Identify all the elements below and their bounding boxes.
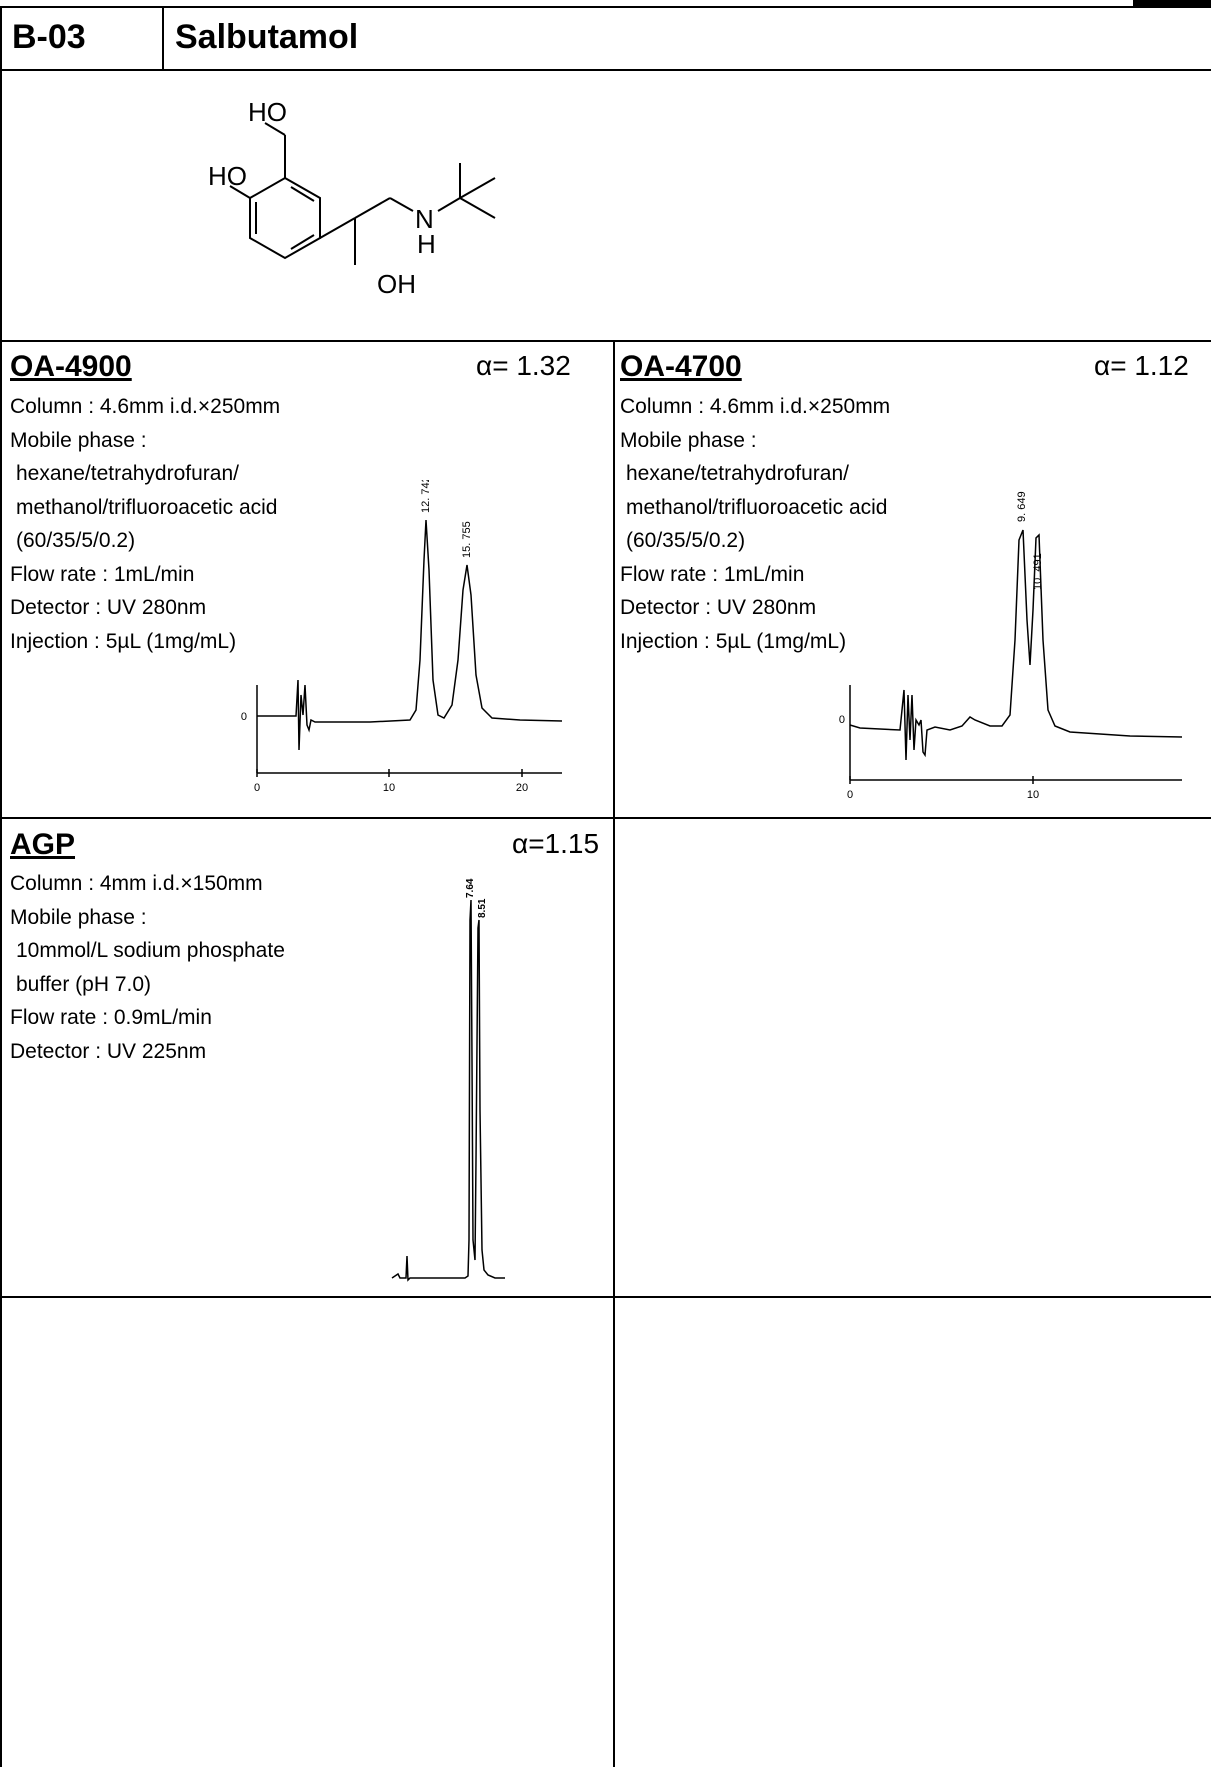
- condition-line: methanol/trifluoroacetic acid: [626, 495, 888, 519]
- condition-line: Mobile phase :: [620, 428, 757, 452]
- structure-bonds: [229, 122, 496, 265]
- x-tick-label: 10: [383, 782, 395, 794]
- condition-line: Column : 4mm i.d.×150mm: [10, 872, 263, 895]
- panel-oa4900-alpha: α= 1.32: [476, 350, 571, 381]
- condition-line: hexane/tetrahydrofuran/: [16, 462, 239, 485]
- condition-line: (60/35/5/0.2): [626, 529, 746, 552]
- label-oh: OH: [377, 269, 416, 299]
- peak-label: 12. 742: [420, 480, 432, 513]
- label-ho-top: HO: [248, 97, 287, 127]
- condition-line: Flow rate : 0.9mL/min: [10, 1006, 212, 1029]
- chromatogram-agp: 7.64 8.51: [391, 878, 505, 1282]
- condition-line: buffer (pH 7.0): [16, 972, 152, 996]
- condition-line: 10mmol/L sodium phosphate: [16, 939, 285, 962]
- condition-line: (60/35/5/0.2): [16, 529, 136, 552]
- rule-left: [0, 6, 2, 1767]
- x-tick-label: 20: [516, 782, 528, 794]
- rule-row2-bottom: [0, 1296, 1211, 1298]
- panel-oa4700-alpha: α= 1.12: [1094, 350, 1189, 381]
- condition-line: Injection : 5µL (1mg/mL): [10, 629, 237, 653]
- rule-column-divider: [613, 340, 615, 1767]
- label-n: N: [415, 204, 434, 234]
- rule-top: [0, 6, 1211, 8]
- chromatogram-oa4900: 0 0 10 20 12. 742 15. 755: [241, 480, 563, 794]
- label-nh: H: [417, 229, 436, 259]
- peak-label: 10. 491: [1032, 553, 1044, 590]
- corner-tab: [1133, 0, 1211, 6]
- condition-line: Detector : UV 280nm: [620, 596, 817, 619]
- peak-label: 9. 649: [1016, 491, 1028, 522]
- rule-header-divider: [162, 6, 164, 70]
- zero-label: 0: [241, 711, 247, 723]
- rule-header-bottom: [0, 69, 1211, 71]
- x-tick-label: 0: [847, 789, 853, 801]
- compound-name: Salbutamol: [175, 18, 359, 56]
- condition-line: Detector : UV 280nm: [10, 596, 207, 619]
- condition-line: Column : 4.6mm i.d.×250mm: [10, 395, 281, 418]
- panel-agp-alpha: α=1.15: [512, 828, 600, 859]
- label-ho-ring: HO: [208, 161, 247, 191]
- condition-line: methanol/trifluoroacetic acid: [16, 495, 278, 519]
- condition-line: Mobile phase :: [10, 428, 147, 452]
- zero-label: 0: [839, 714, 845, 726]
- panel-oa4900-column: OA-4900: [10, 350, 132, 383]
- panel-agp-column: AGP: [10, 828, 76, 861]
- rule-row1-bottom: [0, 817, 1211, 819]
- panel-agp-conditions: Column : 4mm i.d.×150mm Mobile phase : 1…: [10, 867, 285, 1068]
- panel-oa4900-conditions: Column : 4.6mm i.d.×250mm Mobile phase :…: [10, 390, 280, 658]
- trace: [257, 519, 563, 751]
- condition-line: Column : 4.6mm i.d.×250mm: [620, 395, 891, 418]
- x-tick-label: 0: [254, 782, 260, 794]
- condition-line: Flow rate : 1mL/min: [620, 562, 805, 586]
- condition-line: Flow rate : 1mL/min: [10, 562, 195, 586]
- condition-line: Detector : UV 225nm: [10, 1039, 207, 1063]
- compound-code: B-03: [12, 18, 86, 56]
- peak-label: 15. 755: [461, 521, 473, 558]
- x-tick-label: 10: [1027, 789, 1039, 801]
- condition-line: Injection : 5µL (1mg/mL): [620, 629, 847, 653]
- trace: [849, 529, 1183, 761]
- condition-line: Mobile phase :: [10, 905, 147, 929]
- chromatogram-oa4700: 0 0 10 9. 649 10. 491: [839, 491, 1183, 801]
- peak-label: 8.51: [477, 898, 488, 918]
- peak-label: 7.64: [465, 878, 476, 898]
- condition-line: hexane/tetrahydrofuran/: [626, 462, 849, 485]
- trace: [391, 899, 505, 1282]
- salbutamol-structure: HO HO N H OH: [208, 97, 496, 299]
- panel-oa4700-column: OA-4700: [620, 350, 742, 383]
- panel-oa4700-conditions: Column : 4.6mm i.d.×250mm Mobile phase :…: [620, 390, 890, 658]
- rule-structure-bottom: [0, 340, 1211, 342]
